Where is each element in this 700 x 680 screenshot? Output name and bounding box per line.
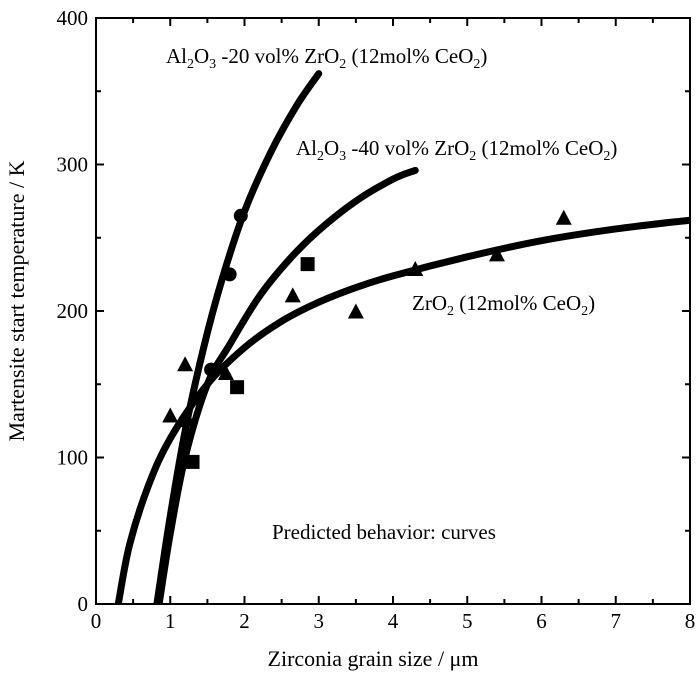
x-tick-label: 3 — [314, 609, 325, 633]
y-tick-label: 100 — [57, 446, 89, 470]
series-triangle-curve — [114, 216, 690, 604]
label-al2o3-20: Al2O3 -20 vol% ZrO2 (12mol% CeO2) — [166, 44, 487, 72]
x-tick-label: 2 — [239, 609, 250, 633]
annotation-subscript: 2 — [469, 149, 476, 164]
annotation-subscript: 3 — [339, 149, 346, 164]
label-al2o3-40: Al2O3 -40 vol% ZrO2 (12mol% CeO2) — [296, 136, 617, 164]
x-axis-title: Zirconia grain size / μm — [268, 646, 479, 671]
plot-frame — [95, 17, 691, 605]
x-tick-label: 6 — [536, 609, 547, 633]
circle-point — [204, 362, 219, 377]
annotation-subscript: 2 — [317, 149, 324, 164]
square-point — [300, 257, 315, 272]
triangle-point — [488, 246, 505, 262]
annotation-text: Predicted behavior: curves — [272, 520, 496, 544]
annotation-subscript: 2 — [339, 57, 346, 72]
annotation-text: -40 vol% ZrO — [346, 136, 469, 160]
circle-point — [222, 267, 237, 282]
triangle-point — [162, 407, 179, 423]
triangle-point — [347, 303, 364, 319]
annotation-subscript: 3 — [209, 57, 216, 72]
annotation-text: Al — [166, 44, 187, 68]
y-tick-label: 0 — [78, 592, 89, 616]
y-tick-label: 300 — [57, 153, 89, 177]
annotation-subscript: 2 — [603, 149, 610, 164]
x-tick-label: 7 — [611, 609, 622, 633]
annotation-subscript: 2 — [187, 57, 194, 72]
annotation-text: ) — [588, 291, 595, 315]
annotation-text: -20 vol% ZrO — [216, 44, 339, 68]
annotation-text: (12mol% CeO — [346, 44, 473, 68]
triangle-point — [407, 260, 424, 276]
annotation-subscript: 2 — [447, 304, 454, 319]
annotation-subscript: 2 — [473, 57, 480, 72]
x-tick-label: 4 — [388, 609, 399, 633]
annotation-text: Al — [296, 136, 317, 160]
annotation-text: O — [194, 44, 209, 68]
annotation-text: ) — [610, 136, 617, 160]
annotation-subscript: 2 — [581, 304, 588, 319]
y-tick-label: 400 — [57, 6, 89, 30]
triangle-point — [555, 209, 572, 225]
annotation-text: (12mol% CeO — [476, 136, 603, 160]
circle-point — [233, 208, 248, 223]
triangle-point — [217, 364, 234, 380]
square-point — [185, 454, 200, 469]
y-axis-title: Martensite start temperature / K — [4, 160, 29, 441]
y-tick-label: 200 — [57, 299, 89, 323]
annotation-text: O — [324, 136, 339, 160]
square-point — [230, 380, 245, 395]
x-tick-label: 0 — [91, 609, 102, 633]
x-tick-label: 5 — [462, 609, 473, 633]
annotation-text: ) — [480, 44, 487, 68]
label-predicted: Predicted behavior: curves — [272, 520, 496, 544]
label-zro2: ZrO2 (12mol% CeO2) — [412, 291, 595, 319]
annotation-text: (12mol% CeO — [454, 291, 581, 315]
x-tick-label: 1 — [165, 609, 176, 633]
triangle-point — [177, 356, 194, 372]
x-tick-label: 8 — [685, 609, 696, 633]
series-square-curve — [155, 166, 419, 604]
circle-point — [178, 413, 193, 428]
triangle-point — [284, 287, 301, 303]
annotation-text: ZrO — [412, 291, 447, 315]
